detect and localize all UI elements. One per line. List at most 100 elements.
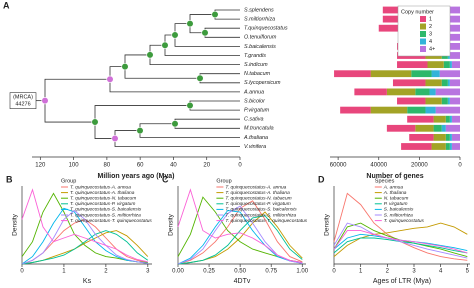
bar-segment	[449, 134, 452, 141]
x-tick-label: 2	[104, 269, 108, 275]
density-line	[177, 210, 303, 265]
legend-label: T. quinquecostatus-S. miltiorrhiza	[70, 212, 141, 218]
legend-title: Group	[216, 178, 231, 184]
bar-segment	[411, 70, 432, 78]
tip-label: S.bicolor	[244, 98, 265, 104]
tree-node	[171, 31, 179, 39]
legend-label: 4	[429, 39, 432, 45]
density-line	[333, 230, 468, 254]
tree-node	[186, 20, 194, 28]
density-line	[21, 230, 149, 265]
density-line	[333, 222, 468, 257]
bar-segment	[451, 143, 460, 150]
y-axis-title: Density	[168, 213, 175, 235]
tree-node	[211, 10, 219, 19]
tip-label: C.sativa	[244, 117, 263, 123]
bar-segment	[433, 134, 446, 141]
bar-segment	[439, 70, 460, 78]
x-tick-label: 40	[170, 163, 177, 169]
bar-segment	[441, 79, 448, 87]
tree-node	[91, 118, 99, 126]
bar-segment	[441, 97, 448, 105]
tip-label: S.baicalensis	[244, 44, 276, 50]
x-tick-label: 40000	[370, 163, 387, 169]
bar-segment	[409, 134, 434, 141]
x-tick-label: 3	[412, 269, 416, 275]
legend-label: N. tabacum	[384, 195, 409, 201]
bar-segment	[425, 97, 442, 105]
tree-node	[161, 41, 169, 49]
tree-node	[196, 74, 204, 82]
legend-label: T. quinquecostatus-N. tabacum	[70, 195, 136, 201]
x-tick-label: 0.75	[265, 269, 277, 275]
legend-label: T. quinquecostatus-N. tabacum	[225, 195, 291, 201]
y-axis-title: Density	[324, 213, 331, 235]
bar-segment	[443, 61, 450, 68]
legend-label: 2	[429, 24, 432, 30]
bar-segment	[340, 106, 371, 114]
legend-title: Species	[375, 178, 395, 184]
x-tick-label: 3	[146, 269, 150, 275]
bar-segment	[447, 97, 450, 105]
legend-label: T. quinquecostatus-T. quinquecostatus	[70, 218, 152, 224]
x-tick-label: 0	[20, 269, 24, 275]
tree-node	[111, 134, 119, 143]
legend-label: T. quinquecostatus-A. thaliana	[225, 190, 290, 196]
bar-segment	[451, 61, 460, 68]
bar-segment	[449, 143, 452, 150]
bar-segment	[445, 134, 450, 141]
tree-branch	[124, 54, 200, 79]
legend-label: S. miltiorrhiza	[384, 212, 413, 218]
density-line	[21, 230, 149, 265]
panel-label: C	[162, 174, 169, 184]
bar-segment	[425, 106, 436, 114]
tree-node	[121, 62, 129, 71]
bar-segment	[433, 115, 446, 123]
legend-label: 1	[429, 16, 432, 22]
bar-segment	[447, 79, 450, 87]
bar-segment	[431, 70, 440, 78]
x-axis-title: Million years ago (Mya)	[97, 173, 174, 180]
tip-label: A.thaliana	[243, 135, 268, 141]
root-box	[9, 92, 37, 109]
bar-segment	[415, 88, 430, 96]
legend-swatch	[420, 38, 426, 45]
x-tick-label: 60	[137, 163, 144, 169]
legend-swatch	[420, 23, 426, 30]
legend-label: S. baicalensis	[384, 207, 414, 213]
bar-segment	[451, 115, 460, 123]
tree-branch	[214, 9, 240, 20]
x-tick-label: 0.00	[172, 269, 184, 275]
x-tick-label: 0.50	[234, 269, 246, 275]
legend-title: Group	[61, 178, 76, 184]
root-count: 44276	[15, 102, 30, 108]
tree-branch	[204, 27, 240, 38]
x-axis-title: Ages of LTR (Mya)	[373, 278, 431, 285]
legend-label: T. quinquecostatus-T. quinquecostatus	[225, 218, 307, 224]
bar-segment	[407, 115, 434, 123]
x-tick-label: 5	[466, 269, 470, 275]
tree-node	[171, 120, 179, 128]
legend-label: T. quinquecostatus-S. baicalensis	[225, 207, 297, 213]
legend-label: T. quinquecostatus-A. annua	[225, 184, 286, 190]
bar-segment	[401, 143, 432, 150]
tip-label: V.vinifera	[244, 144, 266, 150]
legend-label: 4+	[429, 46, 435, 52]
bar-segment	[370, 106, 408, 114]
bar-segment	[449, 61, 452, 68]
y-axis-title: Density	[12, 213, 19, 235]
tree-node	[146, 51, 154, 59]
density-line	[333, 233, 468, 252]
bar-segment	[370, 70, 412, 78]
panel-label: B	[6, 174, 13, 184]
tip-label: S.splendens	[244, 7, 274, 13]
x-tick-label: 80	[104, 163, 111, 169]
x-tick-label: 1	[62, 269, 66, 275]
x-tick-label: 2	[386, 269, 390, 275]
tree-node	[136, 126, 144, 135]
x-tick-label: 20000	[411, 163, 428, 169]
tip-label: P.virgatum	[244, 108, 270, 114]
x-tick-label: 60000	[330, 163, 347, 169]
bar-segment	[415, 124, 434, 132]
tip-label: T.quinquecostatus	[244, 26, 288, 32]
